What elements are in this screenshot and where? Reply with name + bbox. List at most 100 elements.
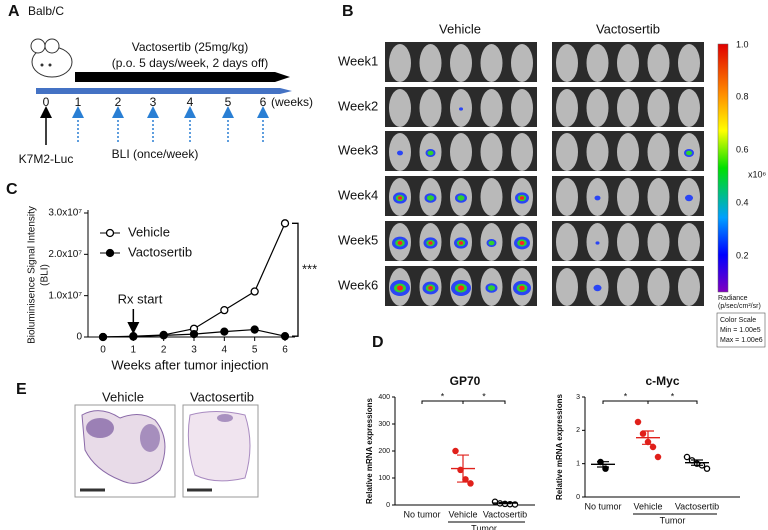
group-label: Vehicle (102, 389, 144, 404)
week-unit: (weeks) (271, 95, 313, 109)
series-line (102, 223, 286, 338)
error-bar (691, 459, 703, 466)
mouse-body (678, 268, 700, 306)
data-point (639, 430, 647, 437)
colorbar-tick: 0.6 (736, 144, 749, 154)
significance-bracket (421, 400, 464, 404)
schedule-label: (p.o. 5 days/week, 2 days off) (112, 56, 269, 70)
signal (397, 196, 403, 200)
color-scale-text: Max = 1.00e6 (720, 337, 763, 344)
mouse-body (647, 44, 670, 82)
mouse-body (617, 223, 639, 261)
data-point (280, 219, 290, 228)
mouse-body (450, 44, 472, 82)
data-point (159, 331, 168, 340)
y-tick-label: 400 (378, 394, 390, 401)
mouse-body (389, 44, 411, 82)
mouse-body (480, 178, 503, 216)
mouse-body (647, 268, 670, 306)
group-label: Vehicle (439, 21, 481, 36)
significance: * (482, 391, 486, 401)
mouse-body (419, 44, 442, 82)
x-tick-label: Vactosertib (675, 501, 719, 511)
imaging-label: BLI (once/week) (112, 147, 199, 161)
data-point (654, 453, 662, 461)
x-tick-label: No tumor (584, 501, 621, 511)
y-tick-label: 0 (386, 502, 390, 509)
data-point (220, 305, 229, 315)
error-bar (642, 430, 654, 445)
mouse-body (647, 223, 670, 261)
mouse-body (678, 223, 700, 261)
significance: *** (302, 261, 317, 276)
x-tick-label: Vehicle (448, 509, 477, 519)
mouse-body (389, 89, 411, 127)
chart-title: c-Myc (645, 374, 679, 388)
row-label: Week2 (338, 98, 378, 113)
mouse-body (556, 89, 578, 127)
significance-bracket (292, 222, 299, 337)
mouse-body (556, 133, 578, 171)
data-point (220, 327, 229, 336)
colorbar-exponent: x10⁶ (748, 169, 767, 179)
panel-label: A (8, 3, 20, 20)
data-point (280, 332, 290, 341)
data-point (250, 325, 259, 334)
mouse-body (678, 44, 700, 82)
y-axis-title: Relative mRNA expressions (365, 397, 374, 504)
mouse-body (556, 44, 578, 82)
timeline-arrow (36, 88, 292, 94)
color-scale-box (716, 312, 766, 348)
cell-line: K7M2-Luc (19, 152, 74, 166)
signal (519, 285, 525, 291)
week-label: 5 (225, 95, 232, 109)
annotation: Rx start (118, 291, 163, 306)
signal (458, 285, 464, 291)
colorbar-tick: 1.0 (736, 39, 749, 49)
y-axis-title: Bioluminisence Signal Intensity (27, 206, 38, 344)
panel-label: B (342, 3, 354, 20)
y-tick-label: 2 (576, 427, 580, 434)
y-tick-label: 1 (576, 461, 580, 468)
mouse-icon (30, 38, 73, 78)
panel-label: D (372, 334, 384, 351)
y-tick-label: 300 (378, 421, 390, 428)
week-label: 3 (150, 95, 157, 109)
data-point (683, 453, 691, 461)
week-label: 0 (43, 95, 50, 109)
data-point (634, 418, 642, 426)
data-point (98, 332, 108, 342)
tumor-region (140, 424, 160, 452)
tumor-region (86, 418, 114, 438)
x-tick-label: No tumor (403, 509, 440, 519)
vactosertib-tissue (187, 411, 251, 482)
mouse-body (617, 178, 639, 216)
drug-label: Vactosertib (25mg/kg) (132, 40, 249, 54)
data-point (703, 465, 711, 472)
mouse-body (647, 133, 670, 171)
significance: * (624, 391, 628, 401)
mouse-strain: Balb/C (28, 4, 64, 18)
colorbar-tick: 0.8 (736, 91, 749, 101)
legend-marker (105, 228, 115, 238)
data-point (452, 447, 459, 455)
week-label: 4 (187, 95, 194, 109)
signal (397, 150, 403, 156)
mouse-body (511, 133, 533, 171)
y-tick-label: 0 (76, 332, 82, 343)
row-label: Week5 (338, 232, 378, 247)
signal (397, 285, 403, 291)
x-tick-label: Vehicle (633, 501, 662, 511)
panel-label: E (16, 381, 27, 398)
treatment-bar (75, 72, 290, 82)
signal (685, 194, 693, 202)
colorbar-tick: 0.2 (736, 250, 749, 260)
x-tick-label: 2 (161, 345, 167, 356)
signal (594, 195, 601, 201)
signal (488, 240, 495, 246)
color-scale-text: Color Scale (720, 317, 756, 324)
data-point (250, 287, 259, 296)
colorbar-tick: 0.4 (736, 197, 749, 207)
tumor-region (217, 414, 233, 422)
